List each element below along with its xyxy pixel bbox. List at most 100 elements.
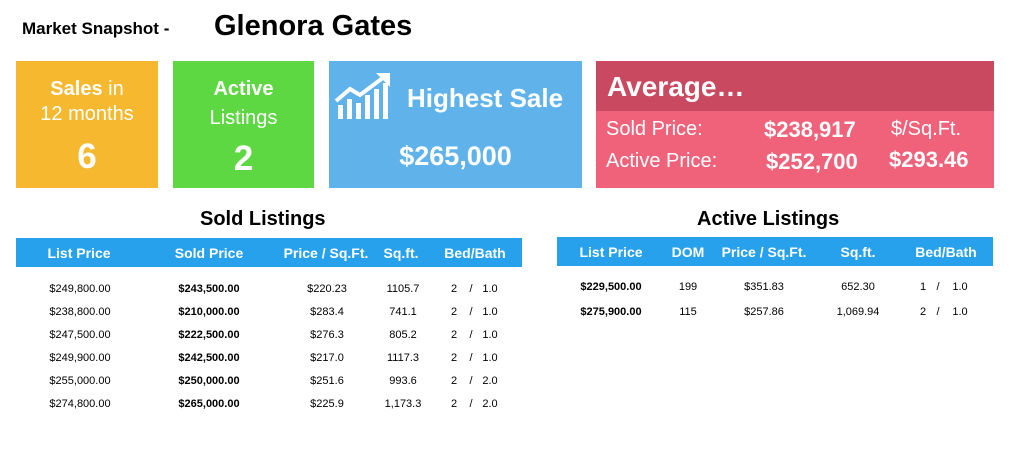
cell-price-per-sqft: $351.83 — [744, 281, 784, 293]
cell-bath: 1.0 — [482, 283, 498, 295]
table-row: $255,000.00 $250,000.00 $251.6 993.6 2 / 2.0 — [16, 375, 522, 397]
sales-tile-label-rest: in — [102, 78, 124, 100]
cell-sqft: 993.6 — [389, 375, 417, 387]
bed-bath-separator: / — [936, 281, 940, 293]
chart-trend-up-icon — [334, 73, 390, 119]
cell-bed: 2 — [919, 306, 927, 318]
cell-sold-price: $210,000.00 — [178, 306, 240, 318]
sales-tile-label-line2: 12 months — [40, 103, 134, 125]
average-active-value: $252,700 — [766, 149, 858, 174]
cell-sqft: 805.2 — [389, 329, 417, 341]
cell-sold-price: $243,500.00 — [178, 283, 240, 295]
bed-bath-separator: / — [469, 398, 473, 410]
cell-bed: 2 — [450, 375, 458, 387]
col-list-price: List Price — [47, 245, 111, 261]
table-row: $274,800.00 $265,000.00 $225.9 1,173.3 2 / 2.0 — [16, 398, 522, 420]
sold-table-header: List Price Sold Price Price / Sq.Ft. Sq.… — [16, 238, 522, 267]
col-bed-bath: Bed/Bath — [915, 244, 977, 260]
cell-list-price: $229,500.00 — [580, 281, 642, 293]
cell-bed: 2 — [450, 306, 458, 318]
average-per-sqft-value: $293.46 — [889, 147, 969, 172]
average-title: Average… — [607, 71, 745, 102]
bed-bath-separator: / — [469, 375, 473, 387]
cell-bath: 1.0 — [952, 281, 968, 293]
highest-sale-value: $265,000 — [399, 141, 512, 171]
table-row: $238,800.00 $210,000.00 $283.4 741.1 2 / 1.0 — [16, 306, 522, 328]
bed-bath-separator: / — [469, 306, 473, 318]
col-sqft: Sq.ft. — [383, 245, 419, 261]
bed-bath-separator: / — [469, 352, 473, 364]
active-table-header: List Price DOM Price / Sq.Ft. Sq.ft. Bed… — [557, 237, 993, 266]
cell-bath: 1.0 — [482, 329, 498, 341]
cell-bed: 2 — [450, 352, 458, 364]
col-list-price: List Price — [579, 244, 643, 260]
col-dom: DOM — [671, 244, 705, 260]
sales-tile-label-line1: Sales in — [16, 78, 158, 100]
table-row: $229,500.00 199 $351.83 652.30 1 / 1.0 — [557, 281, 993, 303]
cell-bath: 1.0 — [482, 306, 498, 318]
cell-bath: 2.0 — [482, 375, 498, 387]
cell-bed: 2 — [450, 283, 458, 295]
average-sold-value: $238,917 — [764, 117, 856, 142]
sales-tile: Sales in 12 months 6 — [16, 61, 158, 188]
cell-list-price: $247,500.00 — [49, 329, 111, 341]
cell-price-per-sqft: $217.0 — [310, 352, 344, 364]
highest-sale-tile: Highest Sale $265,000 — [329, 61, 582, 188]
cell-dom: 199 — [678, 281, 698, 293]
cell-bath: 2.0 — [482, 398, 498, 410]
cell-price-per-sqft: $251.6 — [310, 375, 344, 387]
cell-list-price: $238,800.00 — [49, 306, 111, 318]
cell-sold-price: $265,000.00 — [178, 398, 240, 410]
table-row: $249,900.00 $242,500.00 $217.0 1117.3 2 / 1.0 — [16, 352, 522, 374]
cell-price-per-sqft: $220.23 — [307, 283, 347, 295]
table-row: $247,500.00 $222,500.00 $276.3 805.2 2 / 1.0 — [16, 329, 522, 351]
community-name: Glenora Gates — [214, 10, 413, 42]
average-sold-label: Sold Price: — [606, 118, 703, 140]
cell-bed: 2 — [450, 398, 458, 410]
bed-bath-separator: / — [469, 329, 473, 341]
cell-list-price: $249,800.00 — [49, 283, 111, 295]
cell-sqft: 1105.7 — [386, 283, 420, 295]
page-title-prefix: Market Snapshot - — [22, 19, 170, 38]
active-tile: Active Listings 2 — [173, 61, 314, 188]
col-sold-price: Sold Price — [174, 245, 244, 261]
cell-bed: 1 — [919, 281, 927, 293]
cell-sold-price: $242,500.00 — [178, 352, 240, 364]
cell-dom: 115 — [679, 306, 697, 318]
cell-list-price: $274,800.00 — [49, 398, 111, 410]
active-tile-label-line2: Listings — [209, 107, 278, 129]
cell-sold-price: $250,000.00 — [178, 375, 240, 387]
cell-bath: 1.0 — [952, 306, 968, 318]
col-sqft: Sq.ft. — [840, 244, 876, 260]
active-listings-title: Active Listings — [697, 208, 840, 230]
table-row: $249,800.00 $243,500.00 $220.23 1105.7 2 / 1.0 — [16, 283, 522, 305]
average-header: Average… — [596, 61, 994, 111]
cell-sqft: 1,069.94 — [836, 306, 880, 318]
cell-sqft: 1,173.3 — [384, 398, 422, 410]
cell-price-per-sqft: $283.4 — [310, 306, 344, 318]
cell-bed: 2 — [450, 329, 458, 341]
cell-list-price: $255,000.00 — [49, 375, 111, 387]
table-row: $275,900.00 115 $257.86 1,069.94 2 / 1.0 — [557, 306, 993, 328]
cell-sqft: 1117.3 — [386, 352, 420, 364]
active-count: 2 — [233, 139, 254, 178]
col-price-per-sqft: Price / Sq.Ft. — [283, 245, 369, 261]
average-tile: Average… Sold Price: $238,917 $/Sq.Ft. A… — [596, 61, 994, 188]
cell-price-per-sqft: $257.86 — [744, 306, 784, 318]
highest-sale-title: Highest Sale — [407, 83, 564, 113]
average-active-label: Active Price: — [606, 150, 718, 172]
active-tile-label-line1: Active — [213, 78, 274, 100]
cell-list-price: $275,900.00 — [580, 306, 642, 318]
bed-bath-separator: / — [469, 283, 473, 295]
cell-list-price: $249,900.00 — [49, 352, 111, 364]
cell-price-per-sqft: $276.3 — [310, 329, 344, 341]
cell-sqft: 652.30 — [841, 281, 875, 293]
cell-bath: 1.0 — [482, 352, 498, 364]
sales-tile-label-bold: Sales — [50, 78, 103, 100]
col-price-per-sqft: Price / Sq.Ft. — [721, 244, 807, 260]
cell-price-per-sqft: $225.9 — [310, 398, 344, 410]
average-per-sqft-label: $/Sq.Ft. — [891, 118, 962, 140]
sales-count: 6 — [77, 137, 97, 176]
col-bed-bath: Bed/Bath — [444, 245, 506, 261]
sold-listings-title: Sold Listings — [200, 208, 326, 230]
